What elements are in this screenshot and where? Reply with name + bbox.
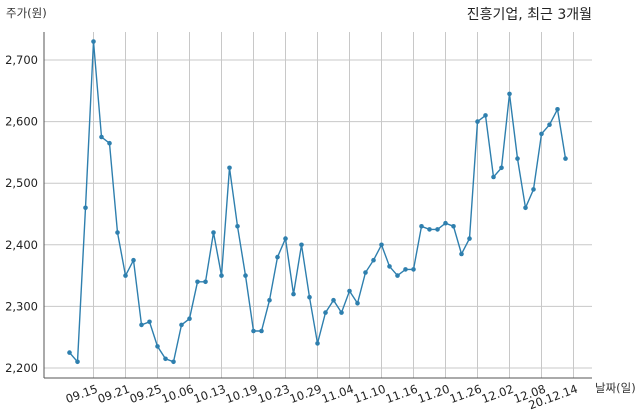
data-point [323,310,328,315]
x-tick-label: 09.25 [128,382,164,406]
data-point [555,107,560,112]
data-point [115,230,120,235]
data-point [147,319,152,325]
data-point [355,301,360,306]
data-point [243,273,248,278]
data-point [251,328,256,334]
axes [43,32,592,379]
data-point [83,205,88,211]
data-point [91,39,96,44]
data-point [139,322,144,328]
data-point [419,224,424,229]
data-point [499,165,504,171]
x-tick-label: 12.02 [480,382,516,406]
data-point [155,344,160,349]
data-point [211,230,216,235]
data-point [331,297,336,303]
data-point [123,273,128,278]
x-tick-label: 10.06 [160,382,196,406]
data-point [187,316,192,322]
chart-title: 진흥기업, 최근 3개월 [467,7,592,23]
x-tick-label: 10.13 [192,382,228,406]
data-point [347,288,352,294]
data-point [531,187,536,192]
data-point [267,297,272,303]
x-tick-label: 10.19 [224,382,260,406]
x-tick-label: 09.21 [96,382,132,406]
x-tick-label: 11.10 [352,382,388,406]
data-point [235,224,240,229]
data-point [443,220,448,226]
data-point [99,134,104,140]
x-tick-labels: 09.1509.2109.2510.0610.1310.1910.2310.29… [64,382,580,413]
y-tick-labels: 2,200 2,300 2,400 2,500 2,600 2,700 [5,53,38,375]
data-point [403,267,408,272]
x-tick-label: 10.23 [256,382,292,406]
data-point [339,310,344,315]
data-point [435,227,440,232]
data-point [299,242,304,248]
data-point [475,119,480,124]
y-tick-label: 2,600 [5,115,38,129]
data-point [107,140,112,146]
data-point [195,279,200,285]
data-point [315,341,320,346]
data-point [467,236,472,241]
data-point [67,350,72,355]
data-point [427,227,432,232]
x-tick-label: 10.29 [288,382,324,406]
x-tick-label: 11.20 [416,382,452,406]
data-point [307,294,312,300]
y-tick-label: 2,700 [5,53,38,67]
data-point [163,356,168,362]
y-tick-label: 2,400 [5,238,38,252]
data-point [179,322,184,328]
data-point [507,91,512,97]
data-point [219,273,224,278]
x-tick-label: 11.26 [448,382,484,406]
x-tick-label: 09.15 [64,382,100,406]
data-point [563,156,568,161]
data-point [411,267,416,272]
y-tick-label: 2,200 [5,361,38,375]
data-point [395,273,400,278]
data-point [523,205,528,211]
x-axis-label: 날짜(일) [595,381,636,395]
data-point [515,156,520,161]
grid [44,32,592,378]
x-tick-label: 11.16 [384,382,420,406]
data-point [483,113,488,118]
x-tick-label: 11.04 [320,382,356,406]
data-point [387,264,392,269]
data-point [259,328,264,334]
data-point [451,224,456,229]
data-point [547,122,552,127]
data-point [171,359,176,365]
data-point [283,236,288,241]
y-tick-label: 2,500 [5,176,38,190]
data-point [539,131,544,137]
data-point [379,242,384,248]
data-point [75,359,80,365]
data-point [291,291,296,297]
y-tick-label: 2,300 [5,299,38,313]
series [67,39,568,365]
data-point [227,165,232,171]
y-axis-label: 주가(원) [6,6,47,20]
data-point [275,254,280,260]
data-point [363,270,368,275]
data-point [491,174,496,180]
data-point [131,257,136,263]
data-point [203,279,208,285]
data-point [459,251,464,257]
data-point [371,257,376,263]
